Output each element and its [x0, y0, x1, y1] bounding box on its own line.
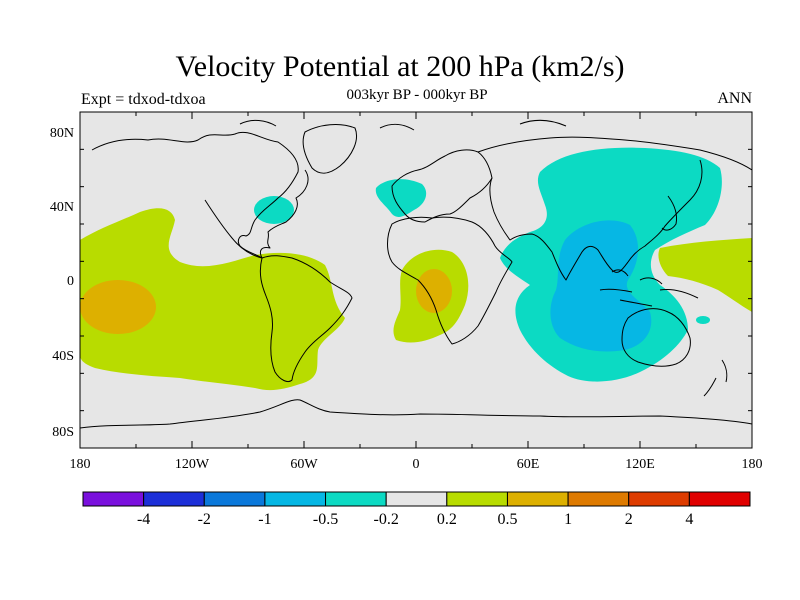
coastline-australia: [621, 308, 691, 367]
lon-label-180w: 180: [70, 457, 91, 472]
colorbar-box: [82, 491, 145, 507]
colorbar-label: -2: [198, 511, 211, 528]
colorbar-box: [203, 491, 266, 507]
lon-label-60e: 60E: [517, 457, 540, 472]
lon-label-120w: 120W: [175, 457, 210, 472]
colorbar-label: -0.5: [313, 511, 338, 528]
negative-region-east-north-america: [254, 196, 294, 224]
coastline-africa: [387, 216, 513, 345]
colorbar-labels: -4 -2 -1 -0.5 -0.2 0.2 0.5 1 2 4: [137, 511, 693, 528]
colorbar-box: [446, 491, 508, 507]
lat-label-80n: 80N: [50, 126, 74, 141]
colorbar-label: 2: [625, 511, 633, 528]
coastline-japan: [661, 195, 677, 231]
colorbar-box: [567, 491, 630, 507]
axis-ticks: [79, 111, 753, 449]
lat-label-40s: 40S: [52, 349, 74, 364]
coastline-central-america: [204, 199, 263, 259]
lat-label-0: 0: [67, 274, 74, 289]
positive-region-east-pacific: [80, 208, 345, 391]
colorbar-box: [688, 491, 751, 507]
colorbar-label: 0.2: [437, 511, 457, 528]
colorbar-label: -1: [258, 511, 271, 528]
coastlines: [80, 119, 752, 429]
season-label: ANN: [717, 90, 752, 107]
lon-label-60w: 60W: [290, 457, 318, 472]
colorbar-box: [264, 491, 327, 507]
colorbar-box: [628, 491, 690, 507]
colorbar-label: -4: [137, 511, 150, 528]
colorbar-box: [143, 491, 205, 507]
lat-label-40n: 40N: [50, 200, 74, 215]
coastline-arctic-islands: [239, 119, 567, 131]
positive-region-west-pacific: [658, 238, 752, 312]
coastline-south-america: [259, 255, 353, 383]
colorbar-box: [506, 491, 569, 507]
coastline-asia: [477, 136, 752, 281]
colorbar-label: 0.5: [497, 511, 517, 528]
colorbar-box: [385, 491, 448, 507]
coastline-maritime-continent: [599, 269, 699, 307]
coastline-new-zealand: [703, 359, 728, 397]
shaded-fields: [80, 147, 752, 391]
coastline-north-america: [91, 131, 309, 259]
positive-maximum-central-pacific: [80, 280, 156, 334]
negative-maximum-indian-ocean: [550, 220, 652, 352]
coastline-antarctica: [80, 399, 752, 429]
negative-region-south-pacific-small: [696, 316, 710, 324]
colorbar-box: [325, 491, 387, 507]
plot-subtitle: 003kyr BP - 000kyr BP: [346, 87, 488, 103]
colorbar-label: 4: [685, 511, 693, 528]
colorbar: [82, 491, 751, 507]
lon-label-0: 0: [413, 457, 420, 472]
lon-label-120e: 120E: [625, 457, 655, 472]
negative-region-north-atlantic: [375, 179, 427, 217]
coastline-greenland: [302, 124, 357, 174]
colorbar-label: 1: [564, 511, 572, 528]
lat-label-80s: 80S: [52, 425, 74, 440]
coastline-europe: [391, 149, 493, 223]
experiment-label: Expt = tdxod-tdxoa: [81, 91, 206, 108]
lon-label-180e: 180: [742, 457, 763, 472]
colorbar-label: -0.2: [374, 511, 399, 528]
positive-maximum-africa: [416, 269, 452, 313]
plot-title: Velocity Potential at 200 hPa (km2/s): [175, 50, 625, 83]
